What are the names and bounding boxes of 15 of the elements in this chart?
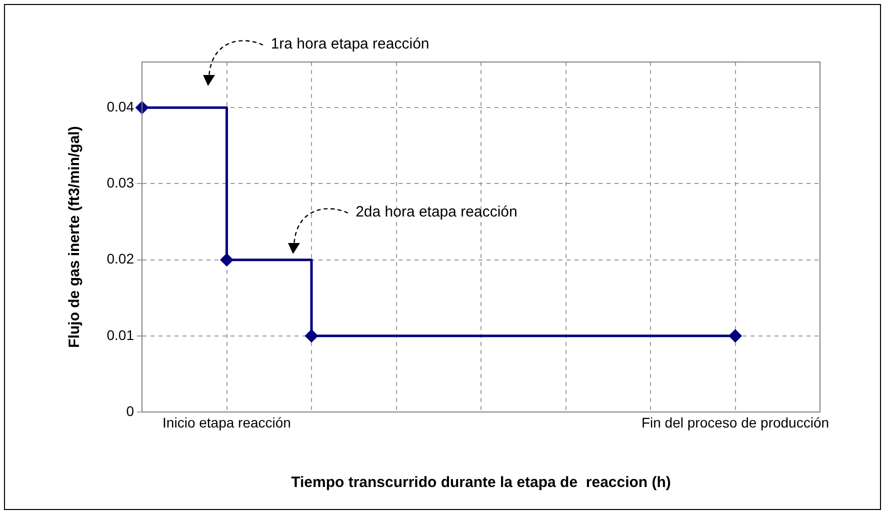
text: 1ra hora etapa reacción: [270, 36, 430, 53]
point: [136, 101, 148, 114]
point: [729, 330, 742, 342]
y-tick-label: 0: [126, 402, 134, 419]
x-tick-label: Fin del proceso de producción: [641, 414, 830, 430]
annotation: 2da hora etapa reacción: [356, 204, 518, 221]
point: [220, 254, 233, 266]
x-axis-title: Tiempo transcurrido durante la etapa de reaccion (h): [291, 474, 671, 492]
y-axis-title: Flujo de gas inerte (ft3/min/gal): [66, 126, 84, 348]
x-tick-label: Inicio etapa reacción: [162, 414, 291, 430]
y-tick-label: 0.01: [106, 326, 134, 343]
y-tick-label: 0.02: [106, 250, 134, 267]
y-tick-label: 0.04: [106, 98, 134, 115]
point: [305, 330, 318, 342]
y-tick-label: 0.03: [106, 174, 134, 191]
